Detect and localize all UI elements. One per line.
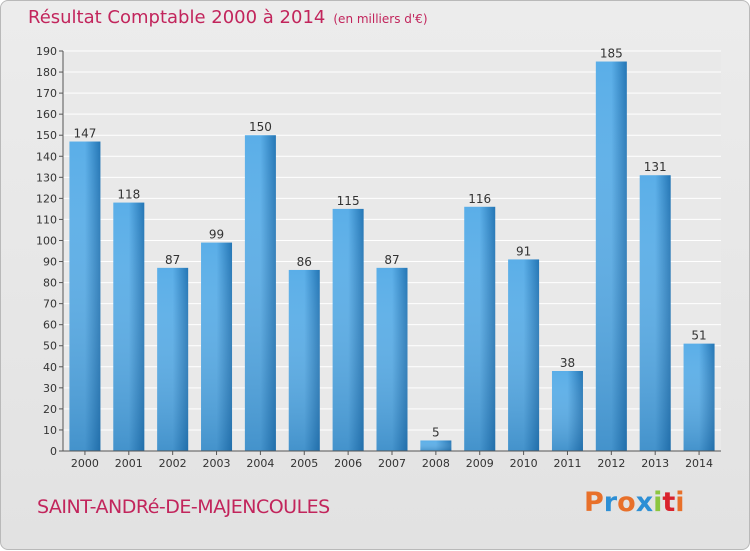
bar-shade bbox=[376, 267, 408, 451]
y-tick-label: 50 bbox=[43, 340, 57, 353]
bar-shade bbox=[464, 206, 496, 451]
y-tick-label: 130 bbox=[36, 171, 57, 184]
proxiti-logo: Proxiti bbox=[584, 487, 694, 523]
y-tick-label: 140 bbox=[36, 150, 57, 163]
x-tick-label: 2012 bbox=[597, 457, 625, 470]
data-label: 115 bbox=[337, 194, 360, 208]
x-tick-label: 2011 bbox=[553, 457, 581, 470]
x-tick-label: 2006 bbox=[334, 457, 362, 470]
x-tick-label: 2005 bbox=[290, 457, 318, 470]
y-tick-label: 40 bbox=[43, 361, 57, 374]
bars: 147 118 87 99 150 86 115 87 5 116 91 38 185 131 51 bbox=[69, 47, 715, 452]
chart-title: Résultat Comptable 2000 à 2014 (en millie… bbox=[28, 7, 428, 28]
data-label: 87 bbox=[384, 253, 399, 267]
chart-title-text: Résultat Comptable 2000 à 2014 bbox=[28, 7, 326, 28]
logo-letter: x bbox=[635, 487, 654, 518]
bar-shade bbox=[288, 269, 320, 451]
bar-shade bbox=[595, 61, 627, 452]
x-tick-label: 2014 bbox=[685, 457, 713, 470]
x-tick-label: 2000 bbox=[71, 457, 99, 470]
x-tick-label: 2002 bbox=[159, 457, 187, 470]
data-label: 150 bbox=[249, 120, 272, 134]
y-tick-label: 170 bbox=[36, 87, 57, 100]
logo-letter: i bbox=[653, 487, 663, 518]
bar-shade bbox=[639, 175, 671, 452]
data-label: 51 bbox=[691, 329, 706, 343]
logo-letter: t bbox=[662, 487, 676, 518]
y-tick-label: 100 bbox=[36, 234, 57, 247]
data-label: 5 bbox=[432, 425, 440, 439]
x-tick-label: 2008 bbox=[422, 457, 450, 470]
x-tick-label: 2013 bbox=[641, 457, 669, 470]
data-label: 38 bbox=[560, 356, 575, 370]
y-tick-label: 150 bbox=[36, 129, 57, 142]
data-label: 131 bbox=[644, 160, 667, 174]
bar-shade bbox=[332, 208, 364, 451]
bar-shade bbox=[244, 135, 276, 452]
y-tick-label: 80 bbox=[43, 277, 57, 290]
bar-shade bbox=[69, 141, 101, 452]
y-tick-label: 70 bbox=[43, 298, 57, 311]
bar-shade bbox=[508, 259, 540, 451]
y-tick-label: 60 bbox=[43, 319, 57, 332]
y-tick-label: 30 bbox=[43, 382, 57, 395]
x-tick-label: 2001 bbox=[115, 457, 143, 470]
y-tick-label: 190 bbox=[36, 45, 57, 58]
logo-letter: P bbox=[584, 487, 604, 518]
data-label: 91 bbox=[516, 244, 531, 258]
bar-shade bbox=[683, 343, 715, 451]
data-label: 185 bbox=[600, 47, 623, 61]
y-tick-label: 90 bbox=[43, 256, 57, 269]
data-label: 147 bbox=[73, 127, 96, 141]
y-tick-label: 160 bbox=[36, 108, 57, 121]
data-label: 99 bbox=[209, 228, 224, 242]
data-label: 87 bbox=[165, 253, 180, 267]
bar-shade bbox=[113, 202, 145, 451]
bar-shade bbox=[157, 267, 189, 451]
bar-shade bbox=[201, 242, 233, 451]
x-tick-label: 2003 bbox=[203, 457, 231, 470]
y-tick-label: 180 bbox=[36, 66, 57, 79]
chart-unit: (en milliers d'€) bbox=[333, 12, 428, 26]
logo-letter: r bbox=[603, 487, 618, 518]
commune-name: SAINT-ANDRé-DE-MAJENCOULES bbox=[37, 496, 330, 518]
y-tick-label: 10 bbox=[43, 424, 57, 437]
logo-letter: o bbox=[617, 487, 636, 518]
logo-letter: i bbox=[675, 487, 685, 518]
y-axis: 0 10 20 30 40 50 60 70 80 90 100 110 120 130 140 150 160… bbox=[36, 45, 64, 458]
x-tick-label: 2010 bbox=[510, 457, 538, 470]
data-label: 118 bbox=[117, 188, 140, 202]
bar-shade bbox=[420, 440, 452, 451]
x-tick-label: 2007 bbox=[378, 457, 406, 470]
y-tick-label: 20 bbox=[43, 403, 57, 416]
data-label: 116 bbox=[468, 192, 491, 206]
y-tick-label: 120 bbox=[36, 192, 57, 205]
y-tick-label: 110 bbox=[36, 213, 57, 226]
bar-shade bbox=[551, 371, 583, 451]
x-tick-label: 2004 bbox=[246, 457, 274, 470]
x-axis: 2000 2001 2002 2003 2004 2005 2006 2007 2008 2009… bbox=[63, 450, 721, 470]
data-label: 86 bbox=[297, 255, 312, 269]
x-tick-label: 2009 bbox=[466, 457, 494, 470]
y-tick-label: 0 bbox=[50, 445, 57, 458]
